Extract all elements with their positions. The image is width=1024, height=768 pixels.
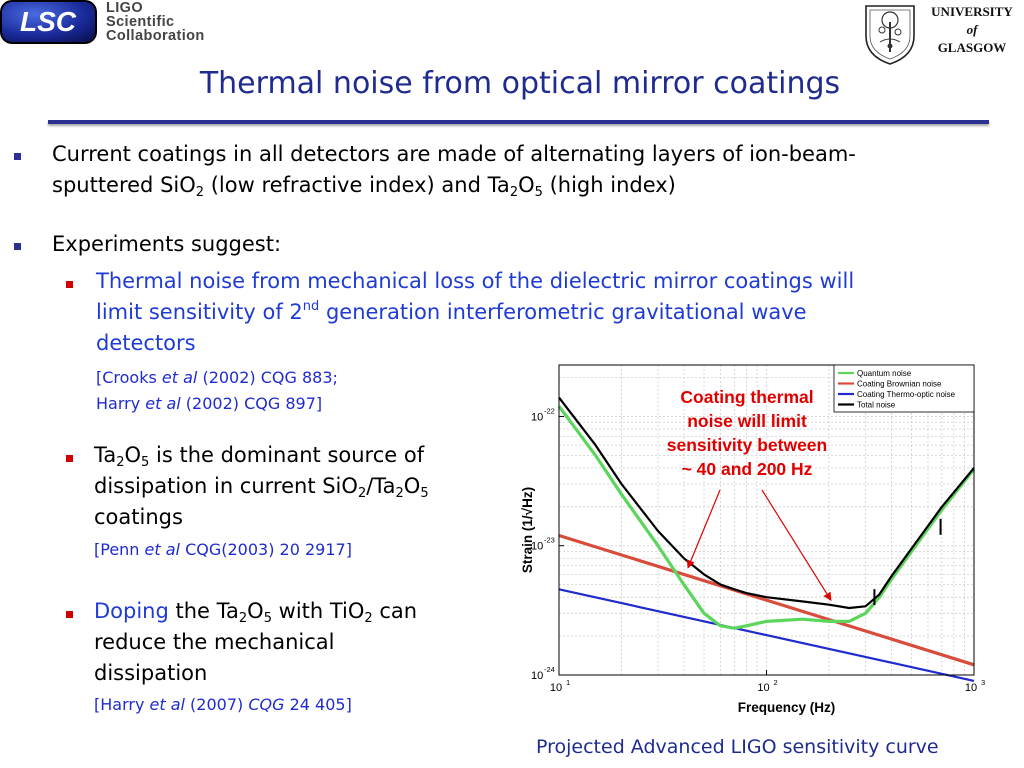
- reference-crooks: [Crooks et al (2002) CQG 883; Harry et a…: [96, 368, 338, 413]
- bullet-line: reduce the mechanical: [94, 630, 335, 654]
- university-crest-icon: [865, 5, 915, 65]
- x-tick-label: 10: [757, 682, 769, 694]
- university-line: of: [966, 22, 978, 37]
- sub-bullet-doping: Doping the Ta2O5 with TiO2 can reduce th…: [94, 596, 494, 689]
- bullet-line: dissipation: [94, 661, 208, 685]
- lsc-org-line: LIGO: [106, 0, 144, 16]
- legend-box: [833, 364, 975, 413]
- x-tick-label-exponent: 2: [774, 678, 778, 687]
- university-line: UNIVERSITY: [931, 4, 1013, 19]
- chart-grid: [558, 365, 974, 676]
- x-tick-label-exponent: 3: [981, 678, 985, 687]
- bullet-line: Ta2O5 is the dominant source of: [94, 443, 425, 470]
- legend-entry: Total noise: [857, 401, 896, 410]
- chart-caption: Projected Advanced LIGO sensitivity curv…: [536, 736, 939, 758]
- annotation-line: sensitivity between: [666, 435, 828, 455]
- lsc-org-name: LIGO Scientific Collaboration: [106, 0, 205, 44]
- resonance-marks: [873, 518, 942, 606]
- y-tick-label: 10: [531, 670, 543, 682]
- reference-harry-2007: [Harry et al (2007) CQG 24 405]: [94, 695, 352, 714]
- x-axis-label: Frequency (Hz): [738, 700, 836, 715]
- bullet-line: detectors: [96, 331, 196, 355]
- y-tick-label: 10: [531, 541, 543, 553]
- bullet-marker: [14, 153, 21, 160]
- series-line-coating-thermo-optic-noise: [558, 588, 975, 682]
- bullet-line: Current coatings in all detectors are ma…: [52, 142, 856, 166]
- chart-legend: Quantum noise Coating Brownian noiseCoati…: [833, 364, 975, 413]
- annotation-arrows: [686, 489, 832, 602]
- bullet-line: Thermal noise from mechanical loss of th…: [96, 269, 855, 293]
- sub-bullet-ta2o5: Ta2O5 is the dominant source of dissipat…: [94, 440, 494, 533]
- legend-entry: Coating Brownian noise: [857, 380, 942, 389]
- x-tick-label-exponent: 1: [566, 678, 570, 687]
- annotation-line: noise will limit: [687, 411, 807, 431]
- y-tick-label-exponent: -24: [544, 665, 555, 674]
- series-line-quantum-noise: [557, 405, 976, 630]
- annotation-arrow: [686, 489, 721, 569]
- sub-bullet-marker: [66, 455, 73, 462]
- lsc-org-line: Collaboration: [106, 28, 205, 44]
- bullet-line: coatings: [94, 505, 183, 529]
- chart-series: [557, 396, 976, 682]
- sub-bullet-marker: [66, 611, 73, 618]
- lsc-logo: LSC: [0, 0, 97, 44]
- legend-entry: Coating Thermo-optic noise: [857, 390, 956, 399]
- sub-bullet-thermal-noise: Thermal noise from mechanical loss of th…: [96, 266, 976, 359]
- bullet-line: dissipation in current SiO2/Ta2O5: [94, 474, 429, 501]
- annotation-arrow: [761, 489, 832, 602]
- x-tick-label: 10: [550, 682, 562, 694]
- y-axis-label: Strain (1/√Hz): [520, 487, 535, 573]
- y-tick-label-exponent: -22: [544, 406, 555, 415]
- series-line-total-noise: [558, 396, 975, 610]
- reference-penn: [Penn et al CQG(2003) 20 2917]: [94, 540, 352, 559]
- title-divider: [48, 120, 989, 124]
- bullet-line: sputtered SiO2 (low refractive index) an…: [52, 173, 676, 200]
- bullet-line: Doping the Ta2O5 with TiO2 can: [94, 599, 418, 626]
- slide-title: Thermal noise from optical mirror coatin…: [199, 66, 841, 101]
- bullet-line: limit sensitivity of 2nd generation inte…: [96, 299, 807, 324]
- lsc-org-line: Scientific: [106, 14, 175, 30]
- sub-bullet-marker: [66, 281, 73, 288]
- bullet-experiments: Experiments suggest:: [52, 232, 282, 256]
- legend-entry: Quantum noise: [857, 369, 912, 378]
- chart-annotation: Coating thermal noise will limit sensiti…: [634, 385, 860, 481]
- y-tick-label: 10: [531, 411, 543, 423]
- lsc-logo-text: LSC: [20, 6, 77, 37]
- university-name: UNIVERSITY of GLASGOW: [922, 3, 1022, 57]
- x-tick-label: 10: [965, 682, 977, 694]
- y-tick-label-exponent: -23: [544, 536, 555, 545]
- annotation-line: Coating thermal: [680, 387, 814, 407]
- bullet-marker: [14, 243, 21, 250]
- university-line: GLASGOW: [937, 40, 1007, 55]
- annotation-line: ~ 40 and 200 Hz: [681, 459, 813, 479]
- series-line-coating-brownian-noise: [558, 533, 975, 667]
- bullet-coatings: Current coatings in all detectors are ma…: [52, 139, 982, 201]
